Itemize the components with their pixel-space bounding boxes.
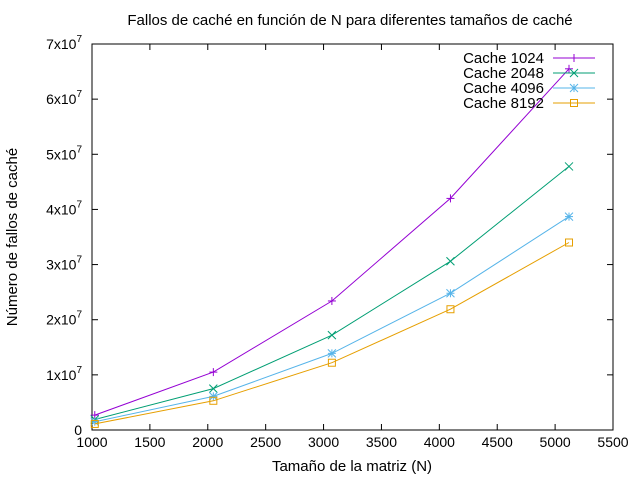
data-point xyxy=(208,384,218,393)
y-tick-label: 3x107 xyxy=(46,255,82,273)
x-tick-label: 5000 xyxy=(540,434,571,450)
legend-label: Cache 4096 xyxy=(463,80,544,97)
legend-marker xyxy=(569,83,579,93)
y-axis-label: Número de fallos de caché xyxy=(4,148,21,326)
legend-marker xyxy=(569,68,579,78)
legend-marker xyxy=(570,54,578,62)
y-tick-mantissa: 5x10 xyxy=(46,146,77,162)
legend-label: Cache 2048 xyxy=(463,65,544,82)
y-tick-label: 1x107 xyxy=(46,365,82,383)
data-point xyxy=(446,256,455,266)
y-tick-mantissa: 0 xyxy=(74,422,82,438)
y-tick-mantissa: 2x10 xyxy=(46,312,77,328)
y-tick-exponent: 7 xyxy=(76,144,82,155)
y-tick-exponent: 7 xyxy=(76,199,82,210)
y-tick-exponent: 7 xyxy=(76,310,82,321)
x-tick-label: 2500 xyxy=(250,434,281,450)
data-point xyxy=(327,358,336,367)
y-tick-mantissa: 6x10 xyxy=(46,91,77,107)
data-point xyxy=(565,64,574,73)
series-layer xyxy=(90,64,574,428)
y-tick-exponent: 7 xyxy=(76,255,82,266)
y-tick-mantissa: 4x10 xyxy=(46,201,77,217)
y-tick-mantissa: 3x10 xyxy=(46,257,77,273)
y-tick-label: 0 xyxy=(74,422,82,438)
data-point xyxy=(446,288,455,298)
series-line-4 xyxy=(94,242,570,425)
y-tick-exponent: 7 xyxy=(76,89,82,100)
x-tick-label: 5500 xyxy=(597,434,628,450)
data-point xyxy=(446,305,455,314)
x-axis: 1000 1500 2000 2500 3000 3500 4000 4500 5000 5500 xyxy=(76,44,629,450)
data-point xyxy=(564,212,574,221)
y-tick-label: 2x107 xyxy=(46,310,82,328)
series-line-2 xyxy=(94,166,570,420)
y-tick-mantissa: 7x10 xyxy=(46,36,77,52)
data-point xyxy=(565,238,574,247)
x-tick-label: 2000 xyxy=(192,434,223,450)
data-point xyxy=(446,194,455,203)
legend-marker xyxy=(570,99,578,107)
data-point xyxy=(90,417,100,427)
y-tick-label: 6x107 xyxy=(46,89,82,107)
series-line-3 xyxy=(94,216,570,423)
legend-label: Cache 1024 xyxy=(463,50,544,67)
data-point xyxy=(564,162,574,171)
data-point xyxy=(327,330,337,340)
y-tick-label: 5x107 xyxy=(46,144,82,162)
x-tick-label: 1500 xyxy=(134,434,165,450)
chart-title: Fallos de caché en función de N para dif… xyxy=(127,12,572,29)
data-point xyxy=(327,348,337,358)
y-tick-label: 4x107 xyxy=(46,199,82,217)
y-tick-label: 7x107 xyxy=(46,34,82,52)
x-tick-label: 4500 xyxy=(482,434,513,450)
data-point xyxy=(90,419,99,428)
x-tick-label: 1000 xyxy=(76,434,107,450)
data-point xyxy=(209,368,218,377)
y-tick-exponent: 7 xyxy=(76,365,82,376)
x-tick-label: 3000 xyxy=(308,434,339,450)
data-point xyxy=(327,296,336,305)
y-tick-exponent: 7 xyxy=(76,34,82,45)
y-tick-mantissa: 1x10 xyxy=(46,367,77,383)
legend-label: Cache 8192 xyxy=(463,95,544,112)
x-axis-label: Tamaño de la matriz (N) xyxy=(272,458,432,475)
data-point xyxy=(209,396,218,405)
x-tick-label: 3500 xyxy=(366,434,397,450)
plot-frame xyxy=(91,43,614,431)
x-tick-label: 4000 xyxy=(424,434,455,450)
data-point xyxy=(208,392,218,401)
